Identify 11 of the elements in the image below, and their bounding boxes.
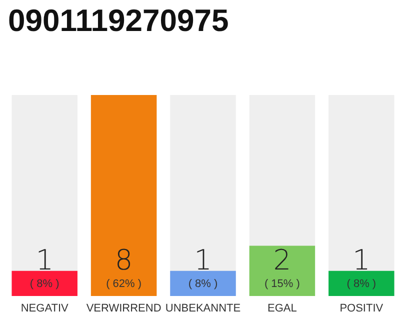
data-label: 1 ( 8% ) [30, 244, 60, 290]
x-tick-label: EGAL [268, 302, 297, 314]
x-tick-label: UNBEKANNTE [165, 302, 241, 314]
x-tick-label: POSITIV [340, 302, 384, 314]
x-tick-label: VERWIRREND [86, 302, 162, 314]
data-label: 1 ( 8% ) [188, 244, 218, 290]
data-label: 1 ( 8% ) [346, 244, 376, 290]
chart-title: 0901119270975 [8, 3, 229, 38]
x-tick-label: NEGATIV [20, 302, 69, 314]
data-label: 2 ( 15% ) [264, 244, 300, 290]
data-label: 8 ( 62% ) [106, 244, 142, 290]
